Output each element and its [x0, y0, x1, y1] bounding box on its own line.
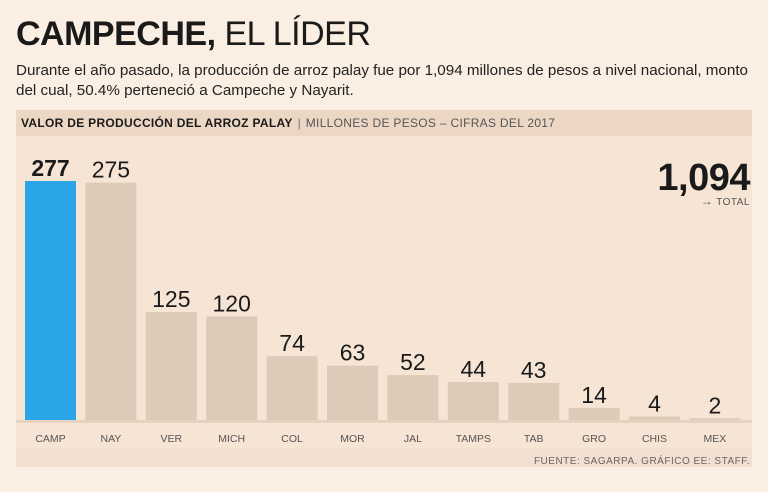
- value-label-mex: 2: [709, 392, 722, 418]
- category-label-mich: MICH: [218, 433, 245, 445]
- value-label-tab: 43: [521, 357, 547, 383]
- category-label-camp: CAMP: [35, 433, 65, 445]
- bar-tamps: [447, 382, 499, 420]
- value-label-camp: 277: [31, 155, 69, 181]
- chart-header-title: VALOR DE PRODUCCIÓN DEL ARROZ PALAY: [21, 116, 293, 130]
- page-title: CAMPECHE, EL LÍDER: [16, 14, 371, 54]
- category-label-mor: MOR: [340, 433, 365, 445]
- value-label-mor: 63: [340, 340, 366, 366]
- title-light: EL LÍDER: [224, 15, 371, 53]
- category-label-col: COL: [281, 433, 303, 445]
- chart-header-separator: |: [297, 116, 301, 130]
- chart-baseline: [16, 420, 752, 423]
- value-label-tamps: 44: [461, 356, 487, 382]
- bar-jal: [387, 375, 439, 420]
- value-label-chis: 4: [648, 391, 661, 417]
- category-label-tamps: TAMPS: [456, 433, 491, 445]
- total-label-text: TOTAL: [716, 197, 750, 208]
- category-label-nay: NAY: [100, 433, 121, 445]
- category-label-jal: JAL: [404, 433, 422, 445]
- source-note: FUENTE: SAGARPA. GRÁFICO EE: STAFF.: [533, 456, 750, 467]
- chart-area: [16, 136, 752, 467]
- title-bold: CAMPECHE,: [16, 15, 216, 53]
- category-label-chis: CHIS: [642, 433, 667, 445]
- category-label-tab: TAB: [524, 433, 544, 445]
- value-label-col: 74: [279, 330, 305, 356]
- footer-band: [16, 448, 752, 467]
- bar-mex: [689, 418, 741, 420]
- subtitle: Durante el año pasado, la producción de …: [16, 62, 748, 99]
- arrow-right-icon: →: [700, 194, 714, 208]
- bar-chis: [629, 416, 680, 420]
- value-label-nay: 275: [92, 157, 130, 183]
- total-value: 1,094: [657, 157, 750, 199]
- chart-header-units: MILLONES DE PESOS – CIFRAS DEL 2017: [305, 116, 556, 130]
- bar-ver: [145, 312, 197, 420]
- total-label: → TOTAL: [620, 195, 750, 209]
- category-label-ver: VER: [161, 433, 183, 445]
- chart-header: VALOR DE PRODUCCIÓN DEL ARROZ PALAY | MI…: [16, 110, 752, 136]
- bar-mich: [206, 316, 258, 420]
- value-label-jal: 52: [400, 349, 426, 375]
- bar-nay: [85, 182, 137, 420]
- category-label-gro: GRO: [582, 433, 606, 445]
- value-label-mich: 120: [213, 291, 251, 317]
- bar-mor: [327, 365, 378, 420]
- value-label-gro: 14: [581, 382, 607, 408]
- bar-camp: [25, 181, 76, 420]
- bar-tab: [508, 382, 560, 420]
- value-label-ver: 125: [152, 286, 190, 312]
- category-label-mex: MEX: [704, 433, 727, 445]
- bar-gro: [568, 407, 620, 420]
- bar-col: [266, 356, 318, 420]
